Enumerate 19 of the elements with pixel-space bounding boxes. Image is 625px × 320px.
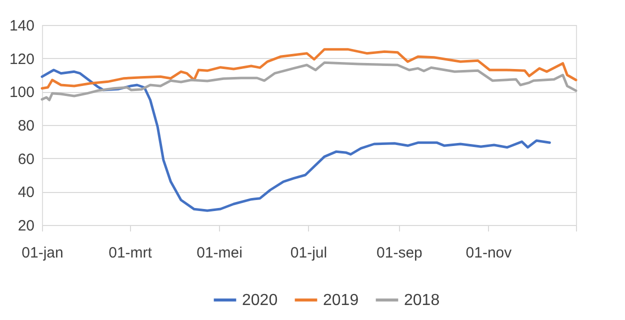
x-tick-label: 01-nov <box>466 244 512 262</box>
x-tick-label: 01-jul <box>290 244 328 262</box>
y-tick-label: 120 <box>9 50 34 68</box>
line-series <box>40 68 551 212</box>
legend-label: 2019 <box>323 292 359 309</box>
y-tick-label: 20 <box>18 218 34 234</box>
y-tick-label: 80 <box>18 118 34 134</box>
y-tick-label: 100 <box>9 84 34 102</box>
y-tick-label: 140 <box>9 18 34 34</box>
line-series <box>40 61 578 102</box>
line-series <box>40 48 578 90</box>
legend-label: 2018 <box>404 292 440 309</box>
legend-label: 2020 <box>242 292 278 309</box>
x-tick-label: 01-sep <box>376 244 422 262</box>
x-tick-label: 01-mrt <box>108 244 153 262</box>
y-tick-label: 40 <box>18 184 34 202</box>
x-tick-label: 01-mei <box>196 244 242 262</box>
x-tick-label: 01-jan <box>22 244 64 262</box>
y-tick-label: 60 <box>18 150 34 168</box>
